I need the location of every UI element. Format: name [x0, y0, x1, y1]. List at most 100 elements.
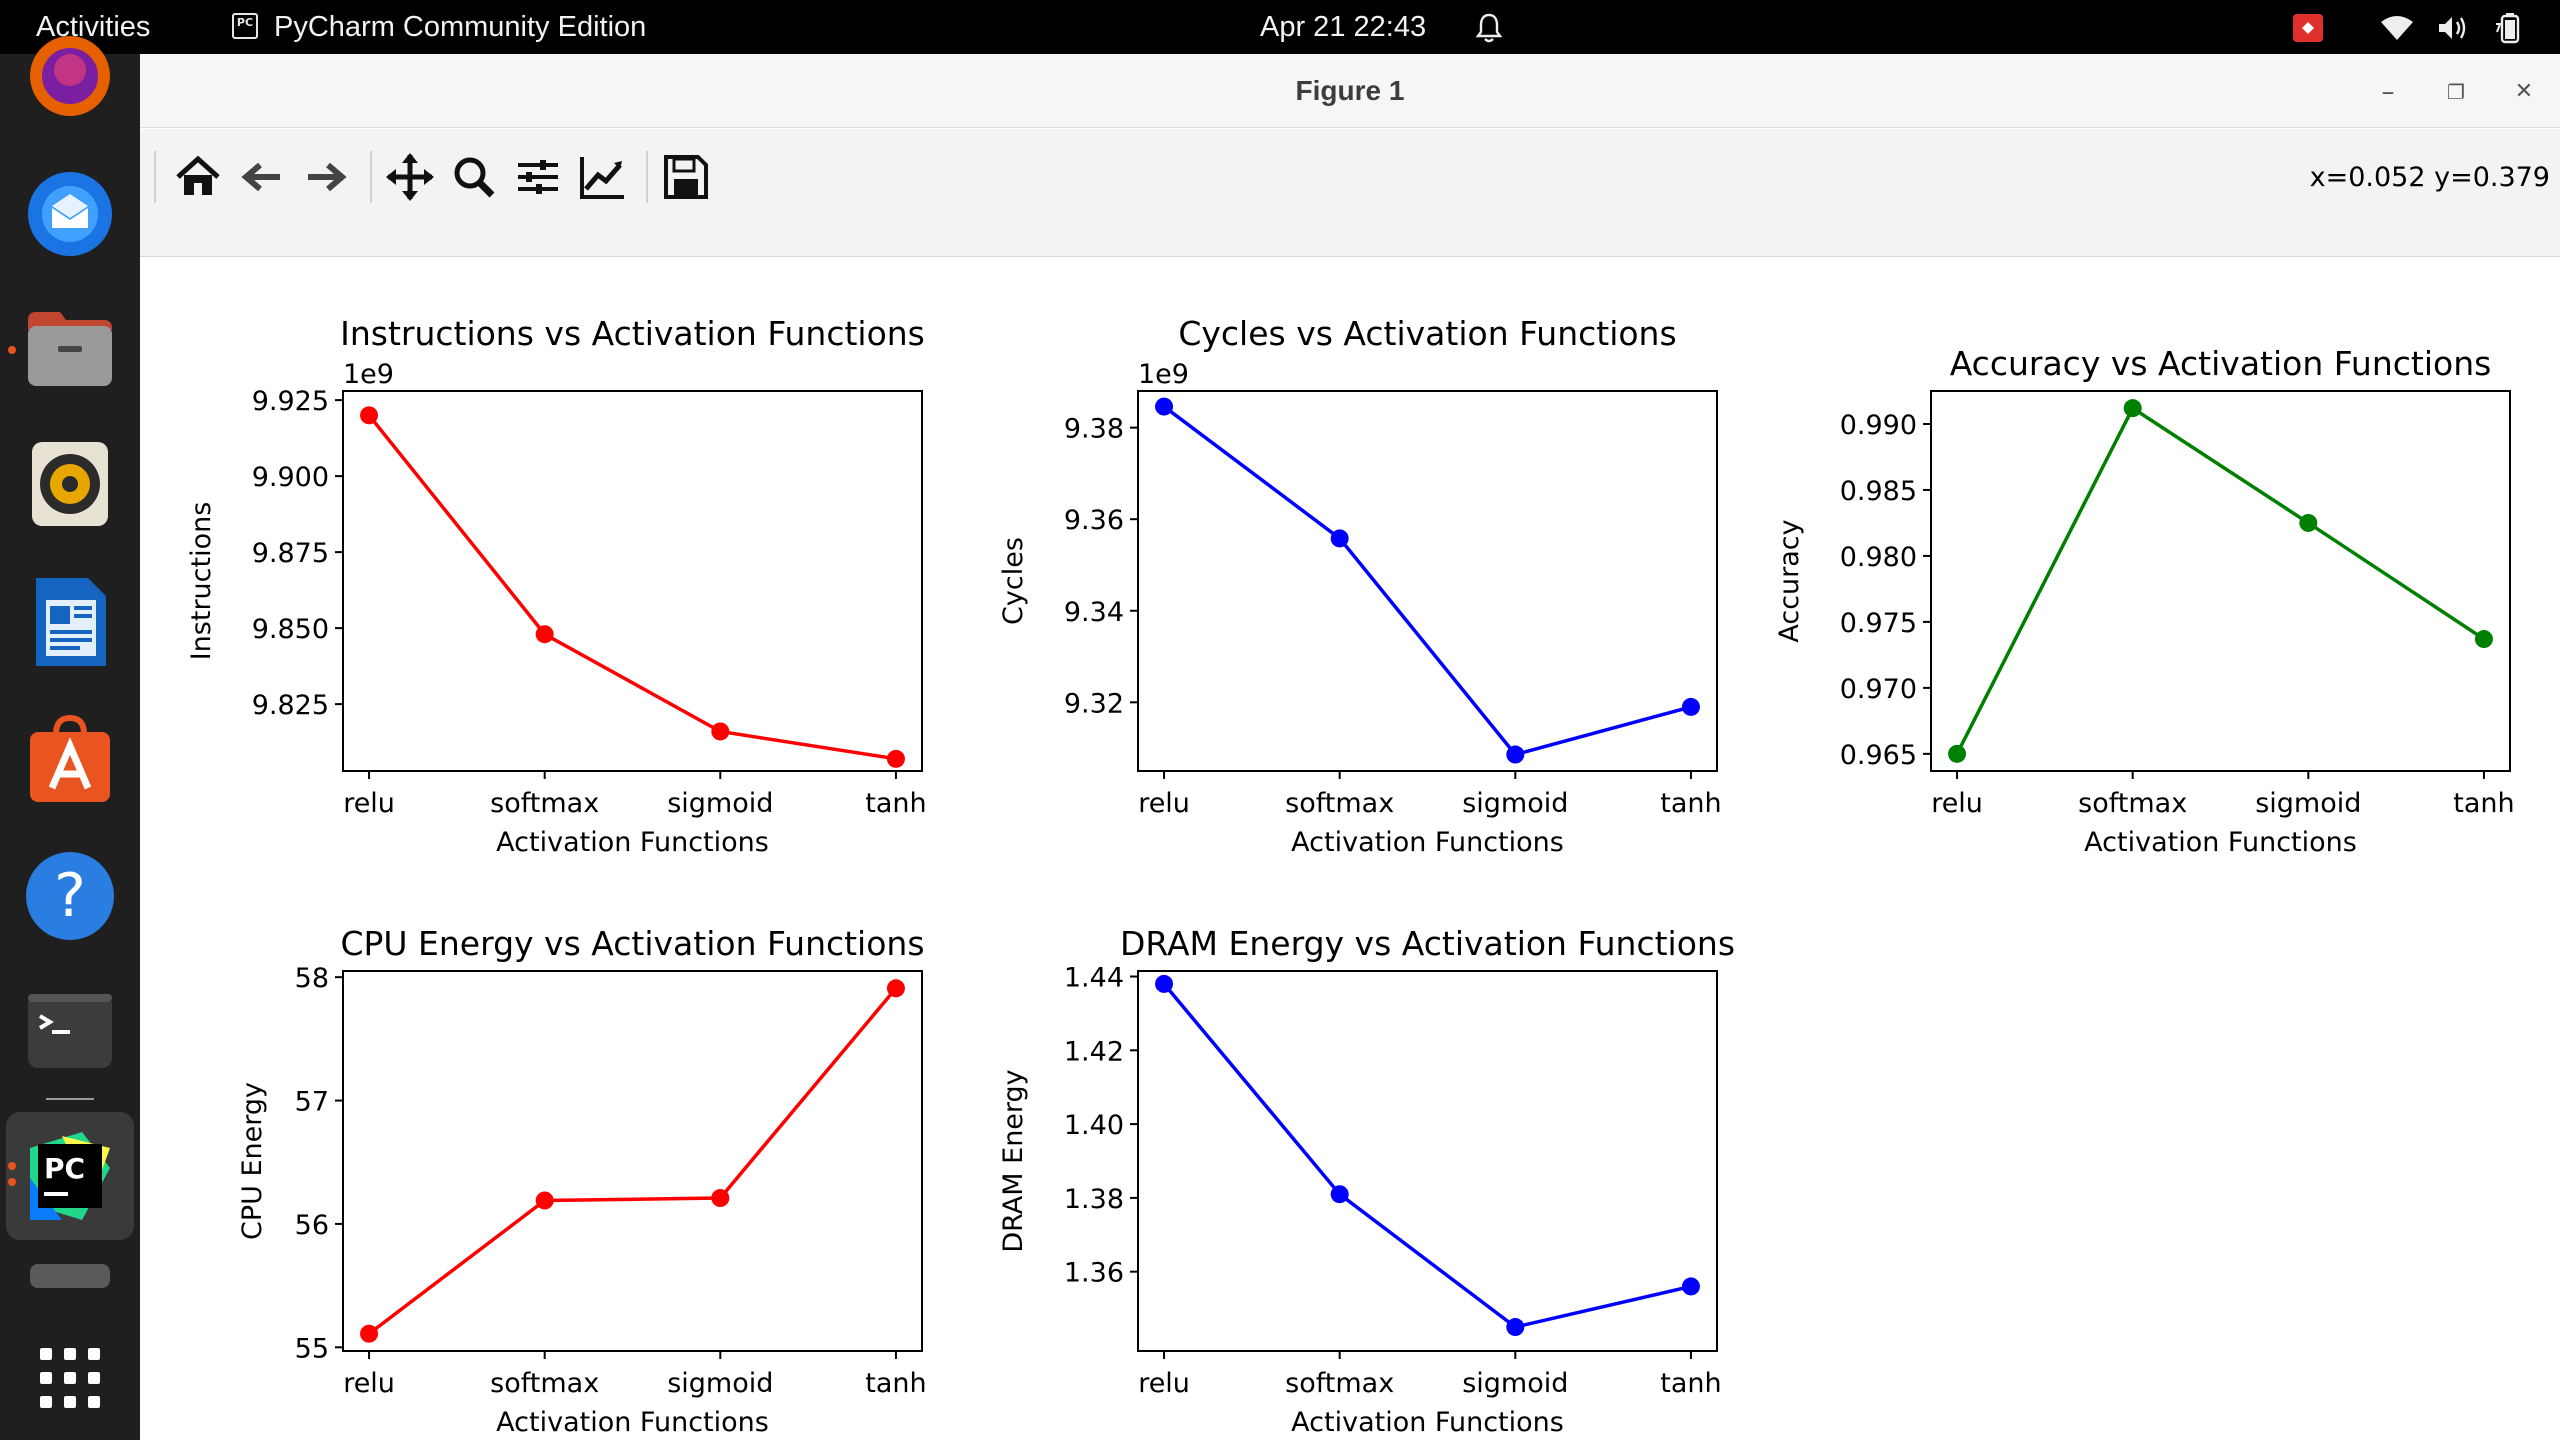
maximize-button[interactable]: ❐ — [2447, 80, 2465, 104]
data-point — [360, 406, 379, 425]
title-bar[interactable]: Figure 1 – ❐ ✕ — [140, 54, 2560, 128]
show-apps-button[interactable] — [22, 1330, 118, 1426]
x-axis-label: Activation Functions — [496, 827, 769, 858]
axes-frame — [342, 970, 923, 1352]
dock-item-terminal[interactable] — [22, 984, 118, 1080]
x-axis-label: Activation Functions — [1291, 1407, 1564, 1438]
chart-title: Instructions vs Activation Functions — [340, 314, 925, 353]
dock-item-writer[interactable] — [22, 574, 118, 670]
data-point — [1155, 397, 1174, 416]
axes-frame — [1930, 390, 2511, 772]
zoom-button[interactable] — [446, 149, 502, 205]
y-tick-label: 0.970 — [1840, 674, 1917, 705]
help-icon: ? — [26, 852, 114, 940]
back-button[interactable] — [234, 149, 290, 205]
speaker-icon — [32, 442, 108, 526]
navigation-toolbar: x=0.052 y=0.379 — [140, 129, 2560, 257]
dock-item-firefox[interactable] — [22, 28, 118, 124]
dock-item-partial[interactable] — [30, 1264, 110, 1288]
x-tick-label: softmax — [490, 1368, 599, 1399]
y-tick-label: 9.875 — [252, 538, 329, 569]
data-point — [2123, 399, 2142, 418]
y-tick-label: 9.850 — [252, 614, 329, 645]
chart-title: DRAM Energy vs Activation Functions — [1120, 924, 1735, 963]
x-tick-label: relu — [1138, 788, 1190, 819]
y-tick-label: 1.38 — [1064, 1184, 1124, 1215]
home-button[interactable] — [170, 149, 226, 205]
x-tick-label: relu — [343, 788, 395, 819]
data-point — [1330, 529, 1349, 548]
activities-button[interactable]: Activities — [36, 11, 151, 43]
forward-button[interactable] — [298, 149, 354, 205]
x-tick-label: tanh — [865, 788, 926, 819]
x-tick-label: softmax — [2078, 788, 2187, 819]
y-tick-label: 9.825 — [252, 690, 329, 721]
data-point — [886, 749, 905, 768]
y-tick-label: 0.965 — [1840, 740, 1917, 771]
dock-item-files[interactable] — [22, 300, 118, 396]
close-button[interactable]: ✕ — [2514, 79, 2534, 104]
series-line — [367, 414, 897, 761]
data-point — [2474, 630, 2493, 649]
firefox-icon — [30, 36, 110, 116]
window-title: Figure 1 — [1295, 75, 1405, 106]
y-tick-label: 0.985 — [1840, 476, 1917, 507]
forward-arrow-icon — [308, 162, 347, 192]
edit-axis-icon — [580, 157, 624, 199]
tray-app-icon[interactable] — [2293, 14, 2323, 42]
data-point — [1506, 745, 1525, 764]
shopping-bag-icon — [30, 714, 110, 802]
y-tick-label: 57 — [295, 1087, 329, 1118]
dock-item-pycharm[interactable]: PC — [22, 1128, 118, 1224]
dock-item-help[interactable]: ? — [22, 848, 118, 944]
save-icon — [664, 155, 708, 199]
volume-icon[interactable] — [2436, 14, 2470, 42]
home-icon — [176, 155, 220, 195]
x-tick-label: relu — [1931, 788, 1983, 819]
chart-title: Accuracy vs Activation Functions — [1950, 344, 2492, 383]
cursor-coordinates: x=0.052 y=0.379 — [2309, 162, 2550, 193]
series-line — [1955, 405, 2485, 755]
axes-frame — [1137, 390, 1718, 772]
save-button[interactable] — [658, 149, 714, 205]
axes-frame — [342, 390, 923, 772]
y-tick-label: 9.38 — [1064, 414, 1124, 445]
terminal-icon — [28, 994, 112, 1068]
data-point — [711, 722, 730, 741]
data-point — [886, 979, 905, 998]
figure-plots[interactable]: Instructions vs Activation Functions 1e9 r… — [140, 258, 2560, 1440]
x-axis-label: Activation Functions — [1291, 827, 1564, 858]
dock-item-thunderbird[interactable] — [22, 164, 118, 260]
y-tick-label: 1.40 — [1064, 1110, 1124, 1141]
bell-icon[interactable] — [1474, 12, 1504, 44]
configure-subplots-button[interactable] — [510, 149, 566, 205]
folder-icon — [28, 312, 112, 386]
edit-axis-button[interactable] — [574, 149, 630, 205]
toolbar-handle — [154, 151, 156, 203]
clock[interactable]: Apr 21 22:43 — [1260, 11, 1427, 43]
top-bar: Activities PC PyCharm Community Edition … — [0, 0, 2560, 54]
series-line — [1163, 405, 1692, 757]
dock-item-app-center[interactable] — [22, 710, 118, 806]
y-tick-label: 0.980 — [1840, 542, 1917, 573]
figure-canvas[interactable]: Instructions vs Activation Functions 1e9 r… — [140, 258, 2560, 1440]
y-axis-label: Instructions — [186, 502, 217, 661]
y-tick-label: 58 — [295, 963, 329, 994]
data-point — [1681, 697, 1700, 716]
battery-icon[interactable] — [2492, 12, 2526, 44]
wifi-icon[interactable] — [2380, 14, 2414, 42]
chart-title: CPU Energy vs Activation Functions — [340, 924, 924, 963]
series-line — [1162, 982, 1692, 1329]
x-tick-label: softmax — [490, 788, 599, 819]
minimize-button[interactable]: – — [2381, 77, 2395, 107]
data-point — [535, 625, 554, 644]
y-tick-label: 0.975 — [1840, 608, 1917, 639]
pan-button[interactable] — [382, 149, 438, 205]
x-tick-label: relu — [1138, 1368, 1190, 1399]
back-arrow-icon — [241, 162, 280, 192]
x-tick-label: sigmoid — [667, 788, 773, 819]
y-axis-label: Accuracy — [1774, 519, 1805, 642]
dock-item-rhythmbox[interactable] — [22, 436, 118, 532]
y-tick-label: 55 — [295, 1333, 329, 1364]
x-tick-label: sigmoid — [2255, 788, 2361, 819]
